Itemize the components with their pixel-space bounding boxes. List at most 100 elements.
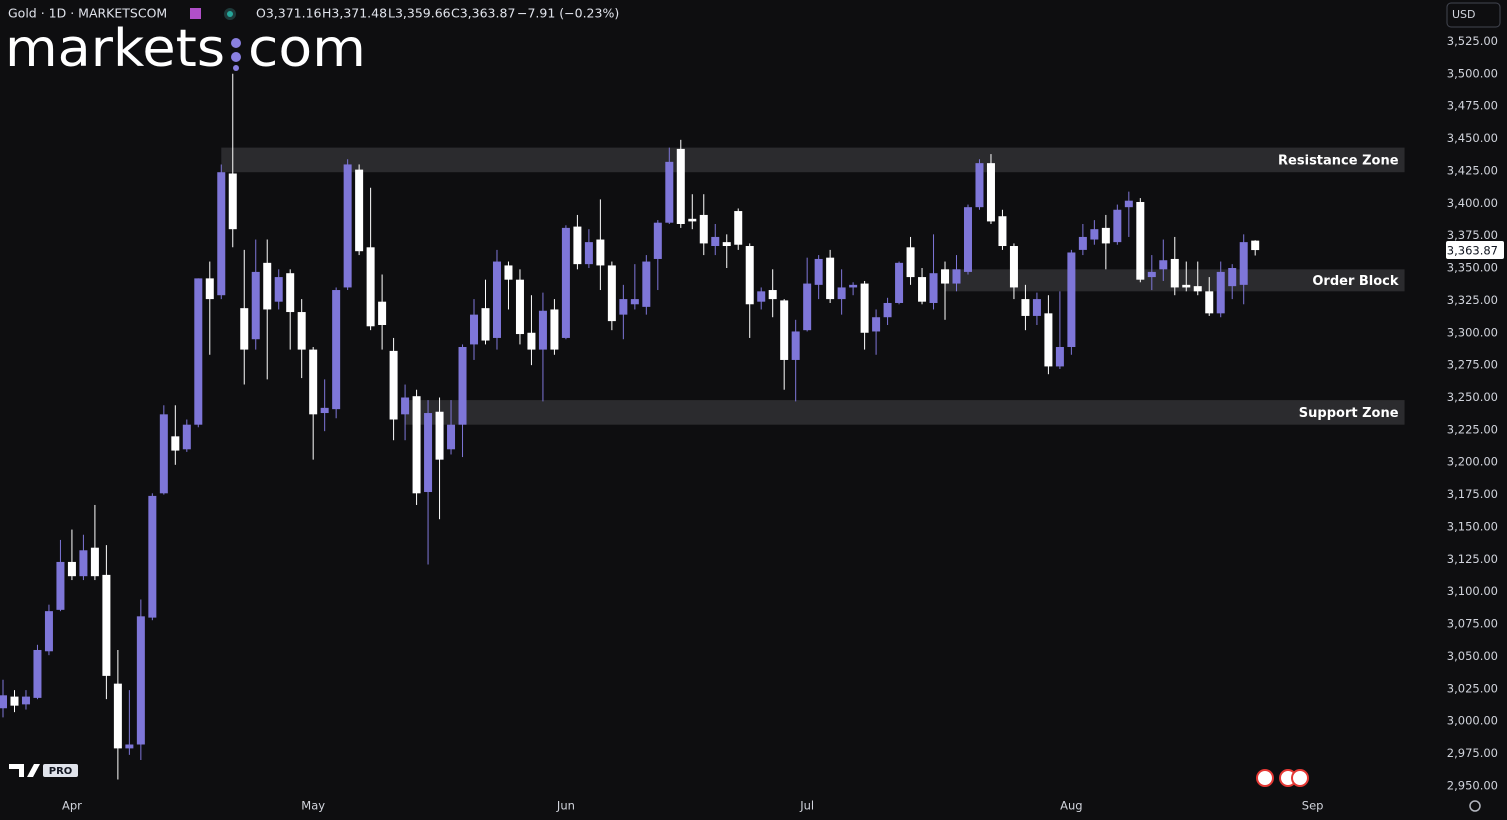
candle-body xyxy=(320,407,329,414)
y-tick-label: 3,475.00 xyxy=(1447,99,1498,113)
candle-body xyxy=(355,169,364,252)
settings-icon[interactable] xyxy=(1469,800,1481,812)
candle-body xyxy=(929,273,938,303)
logo-dot xyxy=(231,52,241,62)
y-tick-label: 3,425.00 xyxy=(1447,163,1498,177)
pro-badge xyxy=(43,764,78,777)
candle-body xyxy=(148,495,157,618)
candle-body xyxy=(504,265,513,280)
candle-body xyxy=(125,744,134,749)
candle-body xyxy=(1216,271,1225,314)
candle-body xyxy=(21,696,30,705)
candle-body xyxy=(240,308,249,350)
candle-body xyxy=(1078,236,1087,250)
y-tick-label: 3,300.00 xyxy=(1447,325,1498,339)
y-tick-label: 3,150.00 xyxy=(1447,519,1498,533)
candle-body xyxy=(1032,299,1041,316)
candle-body xyxy=(630,299,639,305)
currency[interactable]: USD xyxy=(1452,8,1476,21)
candle-body xyxy=(1101,227,1110,244)
close-value: C3,363.87 xyxy=(451,6,515,21)
zone-label: Order Block xyxy=(1312,274,1399,289)
candle-body xyxy=(1090,229,1099,240)
candle-body xyxy=(998,216,1007,247)
candle-body xyxy=(401,397,410,415)
event-flag[interactable] xyxy=(1291,769,1309,787)
candle-body xyxy=(849,284,858,288)
candle-body xyxy=(584,242,593,265)
candle-body xyxy=(573,226,582,265)
tv-logo xyxy=(9,764,40,777)
candle-body xyxy=(424,413,433,493)
open-value: O3,371.16 xyxy=(256,6,322,21)
y-tick-label: 3,125.00 xyxy=(1447,552,1498,566)
y-tick-label: 3,250.00 xyxy=(1447,390,1498,404)
symbol: Gold · 1D · MARKETSCOM xyxy=(8,6,167,21)
axes: 2,950.00 2,975.00 3,000.00 3,025.00 3,050.00… xyxy=(62,34,1504,813)
candle-body xyxy=(1009,246,1018,288)
candle-body xyxy=(228,173,237,230)
candle-body xyxy=(1182,284,1191,288)
candle-body xyxy=(1021,299,1030,316)
candle-body xyxy=(975,163,984,208)
candle-body xyxy=(33,649,42,698)
candle-body xyxy=(481,308,490,341)
y-tick-label: 3,400.00 xyxy=(1447,196,1498,210)
candle-body xyxy=(194,278,203,425)
candle-body xyxy=(1228,268,1237,287)
candle-body xyxy=(757,291,766,302)
candle-body xyxy=(79,550,88,577)
currency-button[interactable] xyxy=(1446,2,1501,28)
candle-body xyxy=(10,696,19,706)
candle-body xyxy=(56,561,65,610)
candle-body xyxy=(872,317,881,332)
status-dot xyxy=(227,11,233,17)
candle-body xyxy=(1067,252,1076,348)
last-price-label: 3,363.87 xyxy=(1447,244,1498,258)
candle-body xyxy=(309,349,318,415)
candle-body xyxy=(607,265,616,322)
y-tick-label: 3,100.00 xyxy=(1447,584,1498,598)
zone-label: Support Zone xyxy=(1299,406,1399,421)
candle-body xyxy=(366,247,375,327)
candle-body xyxy=(722,242,731,247)
y-tick-label: 3,025.00 xyxy=(1447,681,1498,695)
candle-body xyxy=(826,257,835,300)
candle-body xyxy=(113,683,122,749)
change-value: −7.91 (−0.23%) xyxy=(517,6,619,21)
event-flag[interactable] xyxy=(1256,769,1274,787)
y-tick-label: 3,450.00 xyxy=(1447,131,1498,145)
candle-body xyxy=(895,262,904,303)
logo-right: com xyxy=(248,19,366,79)
candle-body xyxy=(1044,313,1053,367)
candle-body xyxy=(274,277,283,302)
candle-body xyxy=(791,331,800,360)
candle-body xyxy=(1113,209,1122,243)
candle-body xyxy=(952,269,961,284)
candle-body xyxy=(906,247,915,278)
low-value: L3,359.66 xyxy=(388,6,451,21)
candle-body xyxy=(182,424,191,450)
candle-body xyxy=(1170,258,1179,288)
last-price-box xyxy=(1446,241,1504,260)
candle-body xyxy=(67,561,76,577)
candle-body xyxy=(1136,201,1145,280)
candle-body xyxy=(217,172,226,296)
y-tick-label: 2,975.00 xyxy=(1447,746,1498,760)
candle-body xyxy=(447,424,456,450)
high-value: H3,371.48 xyxy=(322,6,387,21)
zones: Resistance Zone Order Block Support Zone xyxy=(221,147,1405,425)
logo-dot xyxy=(231,38,241,48)
candle-body xyxy=(332,290,341,410)
candle-body xyxy=(1239,242,1248,285)
candle-body xyxy=(44,611,53,652)
y-tick-label: 3,050.00 xyxy=(1447,649,1498,663)
candle-body xyxy=(1205,291,1214,314)
y-tick-label: 3,000.00 xyxy=(1447,714,1498,728)
candle-body xyxy=(941,269,950,284)
candle-body xyxy=(550,309,559,350)
candle-body xyxy=(642,261,651,307)
candle-body xyxy=(699,214,708,244)
y-tick-label: 3,200.00 xyxy=(1447,455,1498,469)
